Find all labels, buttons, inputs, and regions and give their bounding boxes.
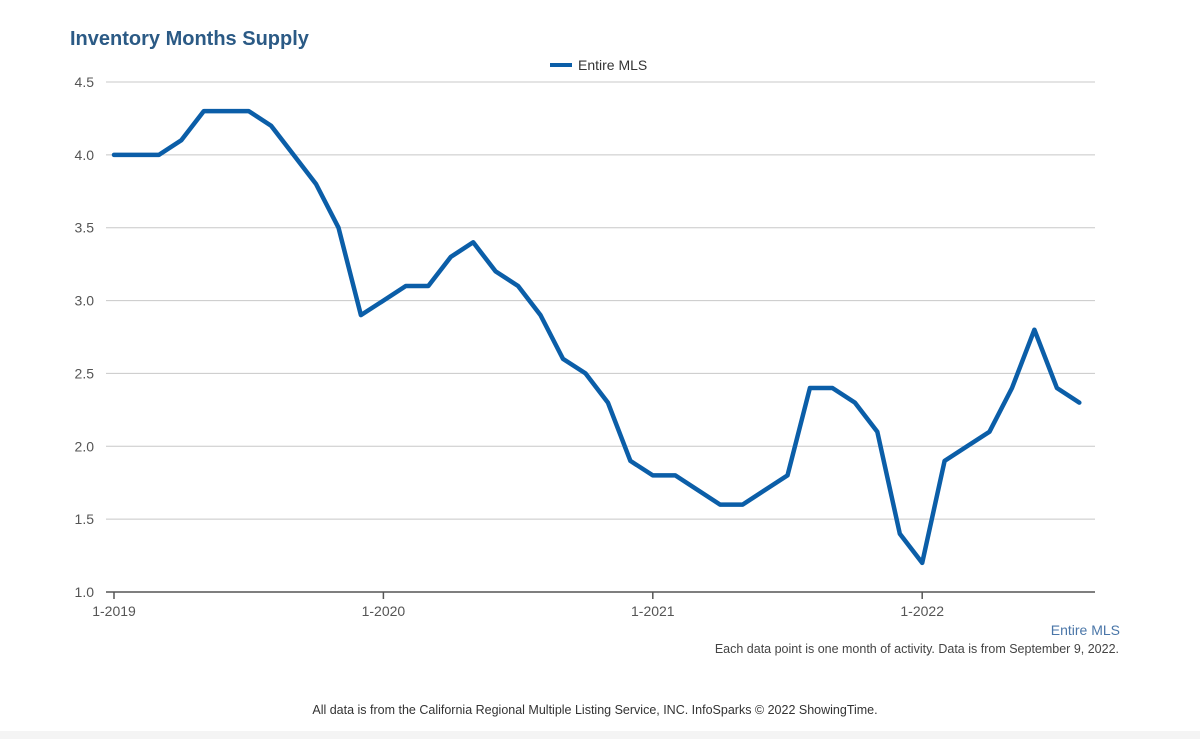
chart-title: Inventory Months Supply	[70, 28, 309, 50]
y-tick-label: 3.0	[75, 293, 95, 309]
series-label: Entire MLS	[1050, 622, 1120, 638]
legend-swatch	[550, 63, 572, 67]
x-tick-label: 1-2022	[900, 603, 944, 619]
data-note: Each data point is one month of activity…	[714, 642, 1119, 656]
series-line-entire-mls	[111, 108, 1082, 566]
y-tick-label: 3.5	[75, 220, 95, 236]
source-footer: All data is from the California Regional…	[312, 703, 878, 717]
legend-label: Entire MLS	[578, 57, 648, 73]
y-tick-label: 1.0	[75, 584, 95, 600]
y-tick-label: 4.0	[75, 147, 95, 163]
y-tick-label: 2.0	[75, 438, 95, 454]
legend: Entire MLS	[550, 57, 647, 73]
bottom-strip	[0, 731, 1200, 739]
x-tick-label: 1-2021	[631, 603, 675, 619]
x-tick-label: 1-2020	[362, 603, 406, 619]
y-tick-label: 1.5	[75, 511, 95, 527]
y-tick-label: 2.5	[75, 365, 95, 381]
x-tick-label: 1-2019	[92, 603, 136, 619]
y-tick-label: 4.5	[75, 74, 95, 90]
